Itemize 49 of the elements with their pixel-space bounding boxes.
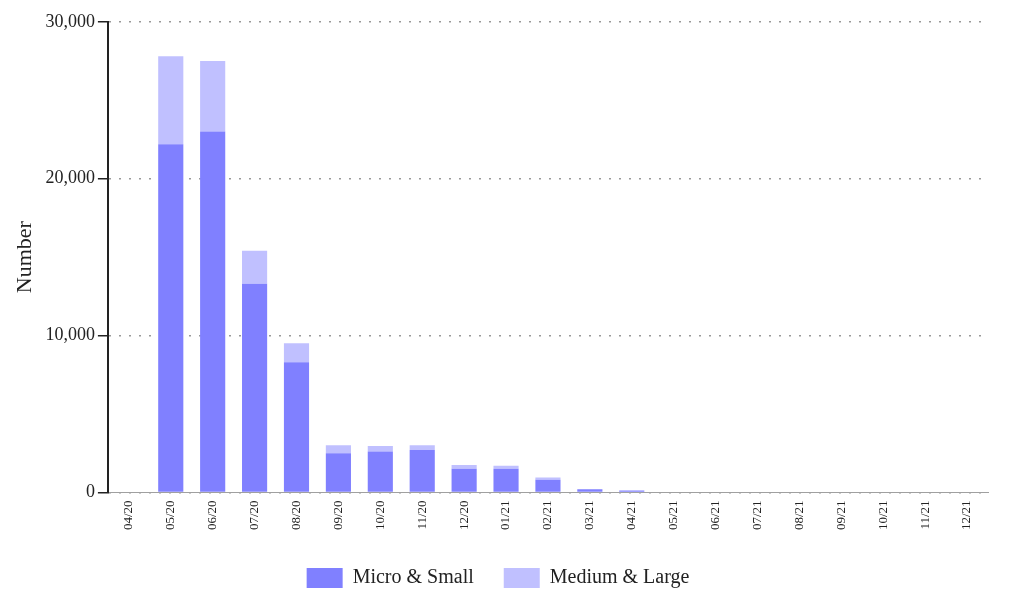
bar [367, 451, 393, 492]
legend-label: Medium & Large [549, 565, 690, 589]
x-tick-label: 12/20 [455, 500, 471, 531]
x-tick-label: 05/21 [665, 500, 681, 531]
bar [367, 446, 393, 452]
x-tick-label: 09/21 [832, 500, 848, 531]
bar [535, 479, 561, 492]
bar [325, 445, 351, 454]
x-tick-label: 05/20 [162, 500, 178, 531]
x-tick-label: 02/21 [539, 500, 555, 531]
x-tick-label: 11/21 [916, 500, 932, 530]
bar [493, 465, 519, 469]
bar [283, 362, 310, 492]
x-tick-label: 12/21 [958, 500, 974, 531]
bar [283, 343, 310, 363]
bar [158, 56, 184, 145]
x-tick-label: 08/20 [287, 500, 303, 531]
x-tick-label: 01/21 [497, 500, 513, 531]
x-tick-label: 07/21 [748, 500, 764, 531]
x-tick-label: 09/20 [329, 500, 345, 531]
bar [577, 489, 603, 492]
bar [451, 468, 477, 492]
bar [451, 464, 477, 469]
bar [158, 144, 184, 492]
x-tick-label: 03/21 [581, 500, 597, 531]
x-tick-label: 10/20 [371, 500, 387, 531]
bar [200, 131, 226, 492]
x-tick-label: 07/20 [246, 500, 262, 531]
bar [200, 61, 226, 132]
y-tick-label: 10,000 [45, 324, 95, 345]
y-tick-label: 0 [85, 481, 95, 502]
bar [325, 453, 351, 492]
x-tick-label: 04/21 [623, 500, 639, 531]
x-tick-label: 06/21 [707, 500, 723, 531]
bar [493, 468, 519, 492]
y-tick-label: 20,000 [45, 167, 95, 188]
x-tick-label: 11/20 [413, 500, 429, 530]
bar [242, 283, 268, 492]
bar [242, 250, 268, 284]
bar [409, 450, 435, 492]
bar [409, 445, 435, 451]
legend-label: Micro & Small [352, 565, 475, 588]
x-tick-label: 08/21 [790, 500, 806, 531]
y-tick-label: 30,000 [45, 10, 95, 31]
x-tick-label: 04/20 [120, 500, 136, 531]
x-tick-label: 06/20 [204, 500, 220, 531]
x-tick-label: 10/21 [874, 500, 890, 531]
bar [535, 477, 561, 480]
y-axis-title: Number [10, 220, 36, 294]
